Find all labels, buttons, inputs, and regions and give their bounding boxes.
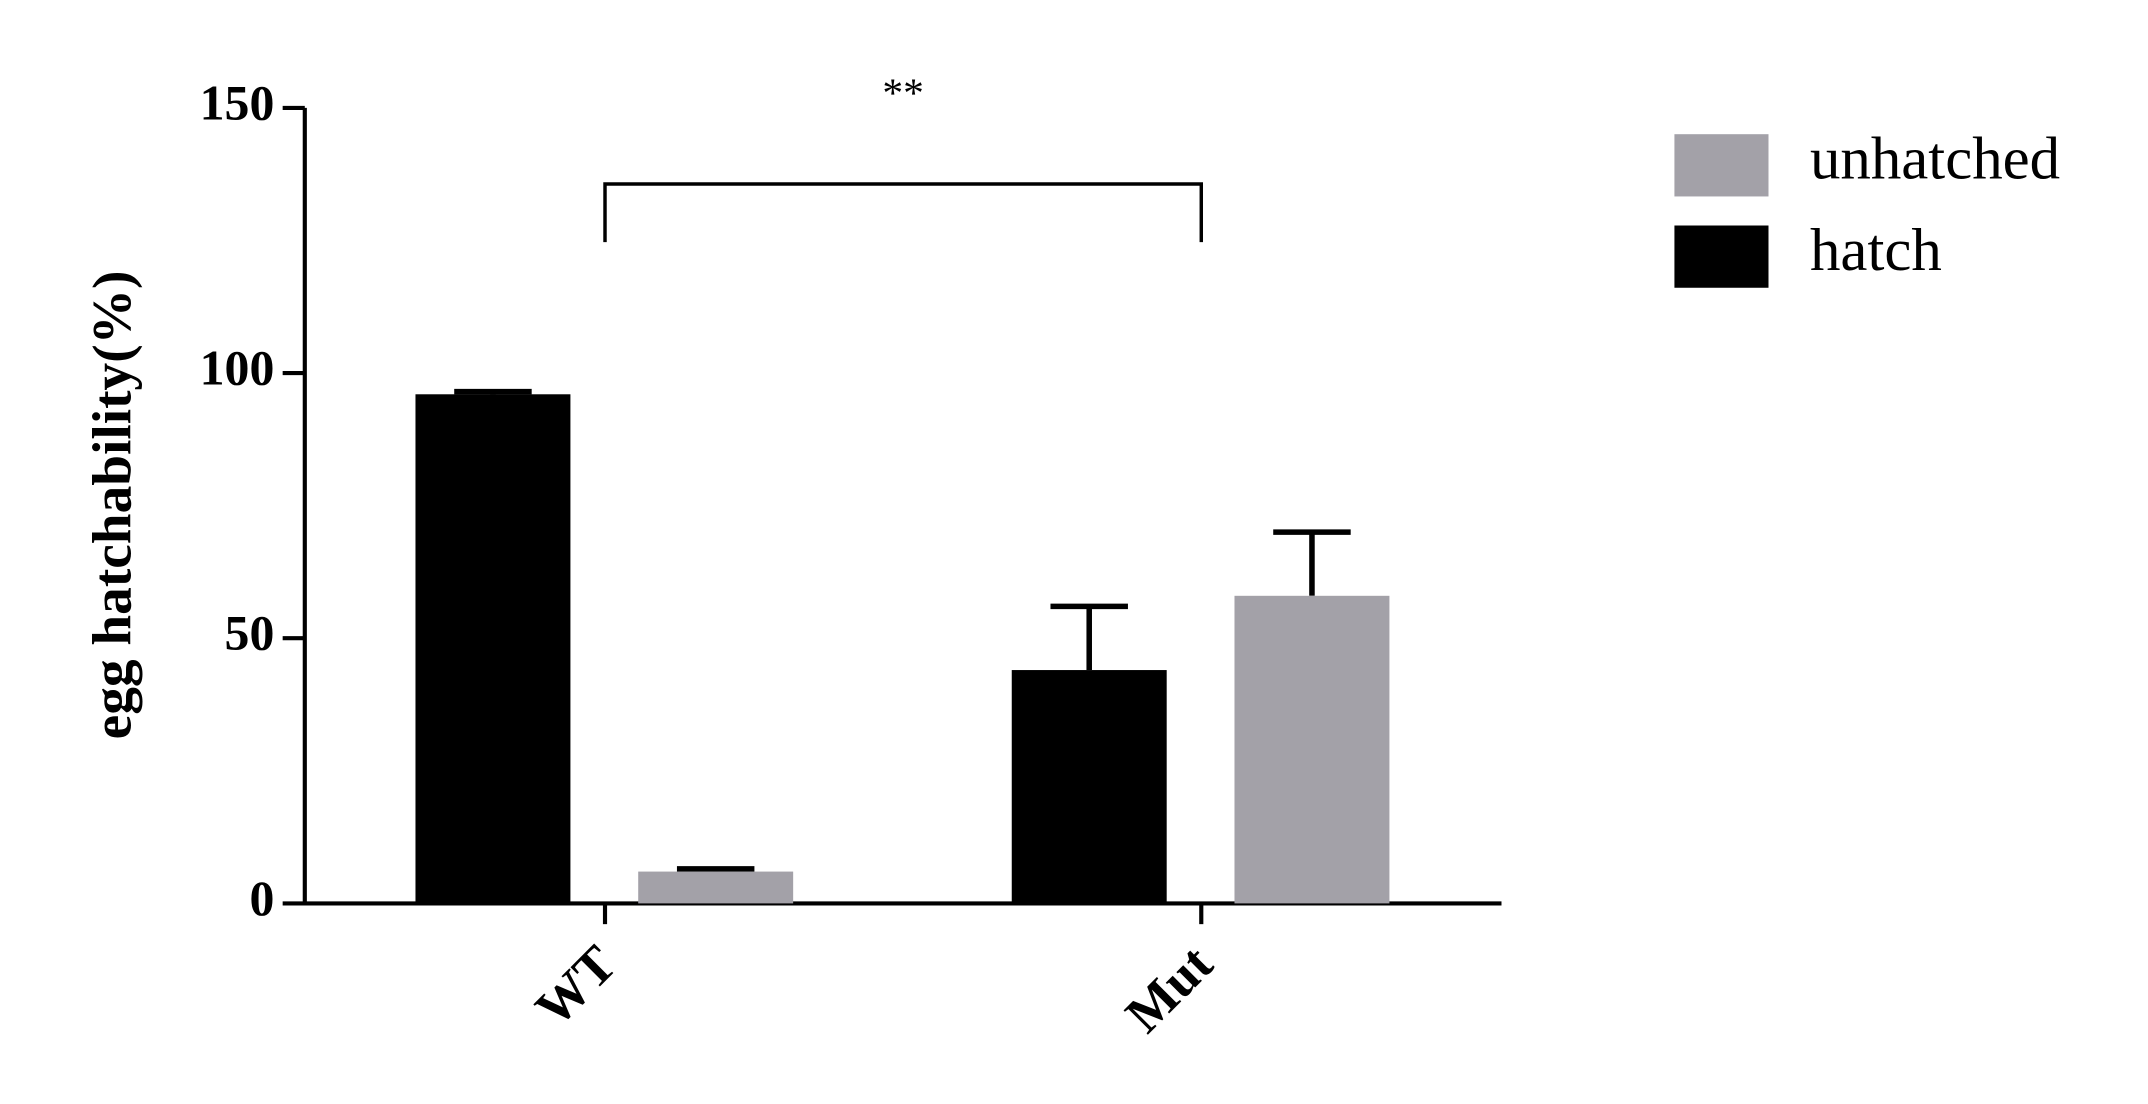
bar (638, 871, 794, 904)
y-axis-label: egg hatchability(%) (82, 271, 143, 740)
legend-swatch (1674, 225, 1769, 288)
legend-label: unhatched (1810, 126, 2060, 193)
y-tick-label: 50 (225, 606, 275, 661)
y-tick-label: 100 (200, 340, 275, 395)
significance-bracket (603, 182, 1204, 243)
x-tick-label: Mut (1115, 934, 1224, 1043)
y-tick-label: 0 (249, 871, 274, 926)
bar (1234, 595, 1390, 904)
legend-swatch (1674, 134, 1769, 197)
bar (415, 394, 571, 904)
bar (1011, 670, 1167, 904)
significance-label: ** (882, 69, 924, 115)
x-tick-label: WT (525, 935, 628, 1038)
legend-label: hatch (1810, 217, 1942, 284)
y-tick-label: 150 (200, 75, 275, 130)
